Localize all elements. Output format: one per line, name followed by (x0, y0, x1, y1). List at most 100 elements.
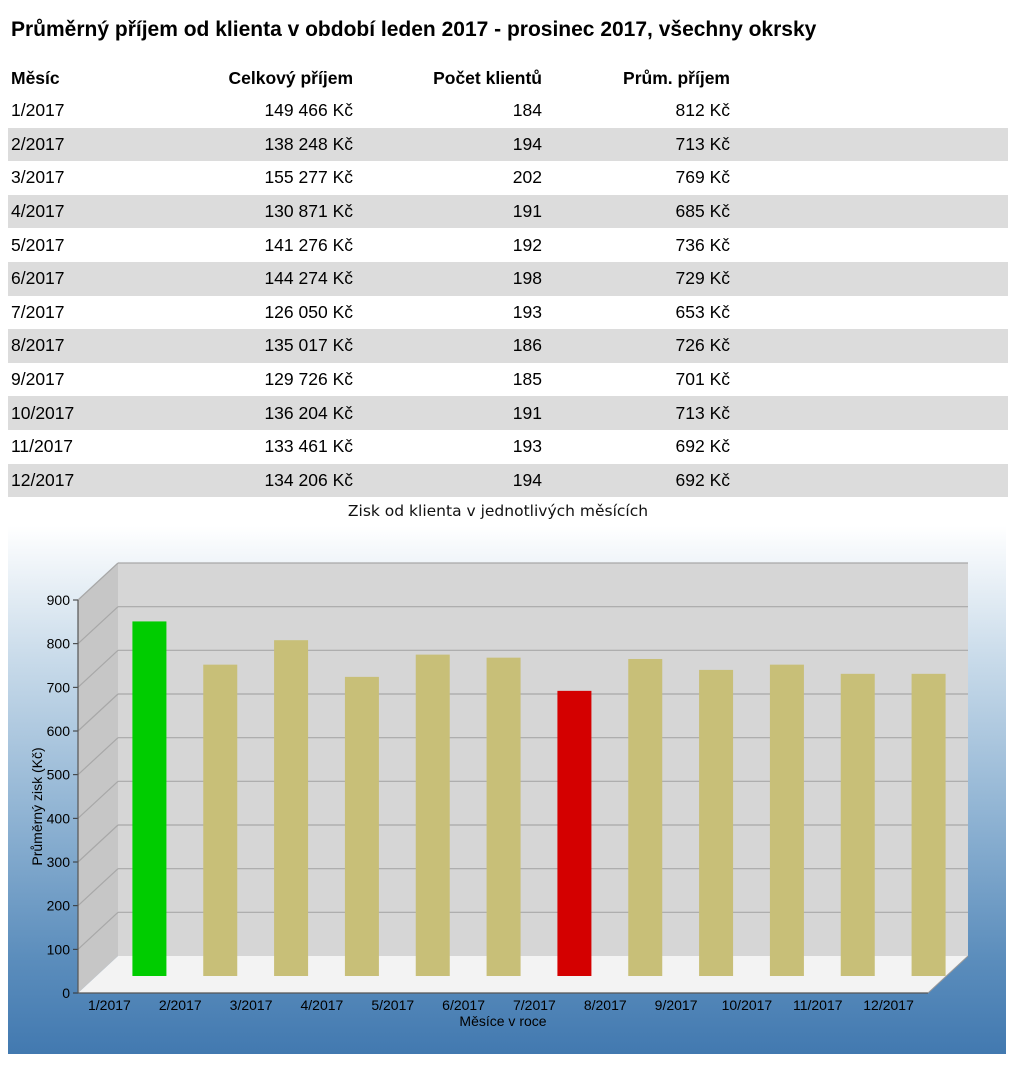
cell-average-income: 701 Kč (675, 369, 730, 390)
cell-average-income: 736 Kč (675, 234, 730, 255)
x-tick-label: 2/2017 (159, 997, 202, 1013)
y-tick-label: 500 (47, 767, 71, 783)
cell-average-income: 653 Kč (675, 301, 730, 322)
y-tick-label: 700 (47, 679, 71, 695)
cell-total-income: 144 274 Kč (161, 261, 353, 296)
chart-panel: 0 100 200 300 400 500 600 700 800 900 1/2017 2/2017… (8, 526, 1006, 1054)
gridline-side (77, 737, 119, 776)
column-header-client-count: Počet klientů (433, 67, 542, 88)
table-row: 7/2017 126 050 Kč 193 653 Kč (8, 296, 1008, 330)
table-header-row: Měsíc Celkový příjem Počet klientů Prům.… (8, 62, 1008, 94)
bar (132, 621, 167, 976)
chart-side-wall (78, 563, 118, 993)
gridline-side (77, 868, 119, 907)
cell-month: 2/2017 (8, 127, 161, 162)
cell-spacer (730, 363, 1008, 397)
table-row: 3/2017 155 277 Kč 202 769 Kč (8, 161, 1008, 195)
column-header-total-income: Celkový příjem (228, 67, 354, 88)
table-row: 4/2017 130 871 Kč 191 685 Kč (8, 194, 1008, 229)
cell-month: 3/2017 (11, 167, 65, 188)
cell-client-count: 193 (512, 436, 542, 457)
bar (486, 657, 521, 976)
cell-client-count: 186 (353, 329, 542, 363)
bar (628, 658, 663, 976)
cell-client-count: 194 (353, 463, 542, 498)
cell-spacer (730, 127, 1008, 162)
gridline-side (77, 649, 119, 688)
table-row: 9/2017 129 726 Kč 185 701 Kč (8, 363, 1008, 397)
bar (203, 664, 238, 976)
gridline-side (77, 562, 119, 601)
y-tick-label: 100 (47, 941, 71, 957)
table-row: 6/2017 144 274 Kč 198 729 Kč (8, 261, 1008, 296)
table-body: 1/2017 149 466 Kč 184 812 Kč 2/2017 138 248 K… (8, 94, 1008, 498)
x-tick-label: 1/2017 (88, 997, 131, 1013)
cell-spacer (730, 430, 1008, 464)
cell-month: 5/2017 (11, 234, 65, 255)
table-row: 8/2017 135 017 Kč 186 726 Kč (8, 329, 1008, 363)
y-axis-title: Průměrný zisk (Kč) (29, 747, 45, 865)
x-tick-label: 3/2017 (230, 997, 273, 1013)
cell-spacer (730, 296, 1008, 330)
y-tick-label: 200 (47, 898, 71, 914)
table-row: 2/2017 138 248 Kč 194 713 Kč (8, 127, 1008, 162)
cell-month: 4/2017 (8, 194, 161, 229)
cell-client-count: 198 (353, 261, 542, 296)
x-tick-label: 4/2017 (301, 997, 344, 1013)
cell-client-count: 185 (512, 369, 542, 390)
y-tick-label: 0 (62, 985, 70, 1001)
cell-spacer (730, 396, 1008, 430)
x-tick-label: 10/2017 (722, 997, 773, 1013)
cell-spacer (730, 161, 1008, 195)
floor-edge (927, 955, 969, 994)
cell-month: 12/2017 (8, 463, 161, 498)
gridline-side (77, 824, 119, 863)
cell-total-income: 135 017 Kč (161, 329, 353, 363)
bar (911, 673, 946, 976)
cell-spacer (730, 261, 1008, 296)
x-tick-label: 12/2017 (863, 997, 914, 1013)
cell-average-income: 685 Kč (542, 194, 730, 229)
cell-average-income: 812 Kč (675, 100, 730, 121)
cell-average-income: 692 Kč (542, 463, 730, 498)
bar (344, 676, 379, 976)
cell-client-count: 191 (353, 396, 542, 430)
column-header-average-income: Prům. příjem (623, 67, 730, 88)
y-tick-label: 300 (47, 854, 71, 870)
cell-total-income: 138 248 Kč (161, 127, 353, 162)
table-row: 10/2017 136 204 Kč 191 713 Kč (8, 396, 1008, 430)
cell-spacer (730, 194, 1008, 229)
chart-title: Zisk od klienta v jednotlivých měsících (347, 502, 649, 520)
cell-average-income: 726 Kč (542, 329, 730, 363)
cell-total-income: 149 466 Kč (264, 100, 353, 121)
cell-spacer (730, 94, 1008, 128)
bar (699, 669, 734, 976)
cell-month: 1/2017 (11, 100, 65, 121)
cell-total-income: 130 871 Kč (161, 194, 353, 229)
cell-client-count: 184 (512, 100, 542, 121)
cell-spacer (730, 228, 1008, 262)
gridline-side (77, 911, 119, 950)
x-tick-label: 11/2017 (793, 997, 843, 1013)
x-tick-label: 9/2017 (655, 997, 698, 1013)
table-row: 12/2017 134 206 Kč 194 692 Kč (8, 463, 1008, 498)
cell-month: 8/2017 (8, 329, 161, 363)
cell-month: 6/2017 (8, 261, 161, 296)
table-row: 1/2017 149 466 Kč 184 812 Kč (8, 94, 1008, 128)
gridline-side (77, 780, 119, 819)
cell-total-income: 126 050 Kč (264, 301, 353, 322)
cell-month: 7/2017 (11, 301, 65, 322)
cell-average-income: 729 Kč (542, 261, 730, 296)
cell-spacer (730, 463, 1008, 498)
bar (557, 690, 592, 976)
cell-month: 9/2017 (11, 369, 65, 390)
y-tick-label: 600 (47, 723, 71, 739)
cell-client-count: 192 (512, 234, 542, 255)
cell-total-income: 129 726 Kč (264, 369, 353, 390)
cell-average-income: 713 Kč (542, 396, 730, 430)
cell-spacer (730, 329, 1008, 363)
y-tick-label: 800 (47, 636, 71, 652)
bar (769, 664, 804, 976)
x-tick-label: 5/2017 (371, 997, 414, 1013)
bar (840, 673, 875, 976)
